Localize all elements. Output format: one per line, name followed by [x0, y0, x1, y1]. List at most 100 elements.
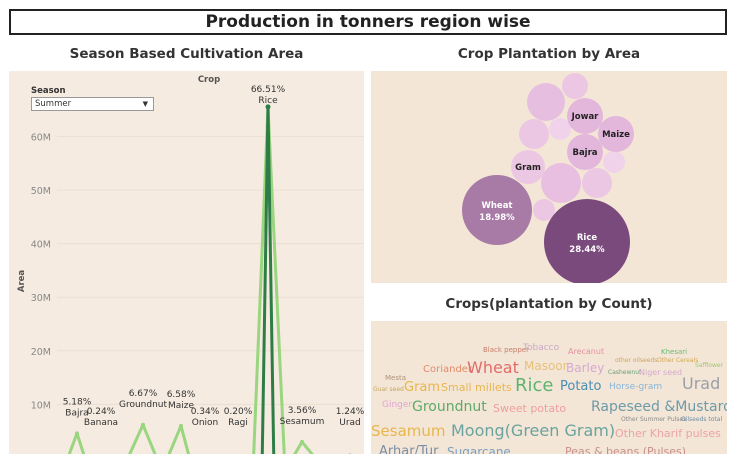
word-cloud-word[interactable]: Peas & beans (Pulses)	[565, 445, 687, 454]
chevron-down-icon: ▼	[142, 100, 148, 108]
word-cloud-word[interactable]: other oilseeds	[615, 357, 658, 364]
data-label-crop: Ragi	[228, 418, 248, 428]
word-cloud-word[interactable]: Guar seed	[373, 386, 404, 393]
crop-column-header: Crop	[198, 75, 220, 85]
bubble-wheat[interactable]	[462, 175, 532, 245]
data-label-pct: 66.51%	[251, 85, 286, 95]
word-cloud-word[interactable]: Arhar/Tur	[379, 444, 439, 454]
bubble-rice[interactable]	[544, 199, 630, 283]
data-point[interactable]	[75, 431, 79, 436]
word-cloud-word[interactable]: Cashewnut	[608, 369, 642, 376]
word-cloud-panel: Black pepper Tobacco Arecanut Khesari Corian…	[371, 321, 727, 454]
bubble-chart-title: Crop Plantation by Area	[457, 46, 641, 62]
data-label-crop: Maize	[168, 401, 195, 411]
word-cloud-word[interactable]: Moong(Green Gram)	[451, 421, 616, 440]
data-point[interactable]	[265, 104, 271, 110]
word-cloud-word[interactable]: Other Kharif pulses	[615, 427, 721, 440]
word-cloud-word[interactable]: Khesari	[661, 348, 688, 356]
bubble[interactable]	[582, 168, 612, 198]
bubble-value: 18.98%	[479, 213, 515, 223]
bubble[interactable]	[519, 119, 549, 149]
word-cloud-word[interactable]: Small millets	[441, 381, 512, 394]
bubble[interactable]	[527, 83, 565, 121]
season-line-chart[interactable]: Crop Area 10M 20M 30M 40M 50M 60M 5.18%Bajra0.24…	[9, 71, 364, 454]
data-label-crop: Rice	[258, 96, 278, 106]
word-cloud-word[interactable]: Black pepper	[483, 346, 529, 354]
y-tick-label: 30M	[31, 293, 51, 304]
word-cloud-word[interactable]: Barley	[566, 361, 605, 375]
rice-highlight-line	[260, 106, 276, 454]
data-label-crop: Sesamum	[280, 417, 325, 427]
word-cloud-word[interactable]: Masoor	[524, 359, 568, 373]
bubble[interactable]	[603, 151, 625, 173]
word-cloud-word[interactable]: Sugarcane	[447, 445, 511, 454]
data-label-pct: 0.34%	[191, 407, 220, 417]
y-axis-label: Area	[17, 270, 27, 293]
bubble-label: Maize	[602, 130, 630, 140]
word-cloud-word[interactable]: Rapeseed &Mustard	[591, 399, 727, 415]
season-chart-panel: Season Summer ▼ Crop Area 10M 20M 30M 40M 50M 6…	[9, 71, 364, 454]
bubble[interactable]	[533, 199, 555, 221]
bubble-maize[interactable]	[598, 116, 634, 152]
dashboard-title: Production in tonners region wise	[205, 12, 531, 32]
word-cloud-word[interactable]: Potato	[560, 379, 602, 394]
word-cloud-word[interactable]: Coriander	[423, 364, 473, 375]
word-cloud-word[interactable]: Wheat	[467, 358, 519, 377]
word-cloud-word[interactable]: Gram	[404, 380, 441, 395]
y-tick-label: 40M	[31, 240, 51, 251]
bubble-bajra[interactable]	[567, 134, 603, 170]
data-label-pct: 6.67%	[129, 389, 158, 399]
bubble-label: Wheat	[482, 201, 513, 211]
word-cloud-word[interactable]: Rice	[515, 375, 554, 396]
data-point[interactable]	[300, 439, 304, 444]
data-label-pct: 3.56%	[288, 406, 317, 416]
data-point[interactable]	[179, 423, 183, 428]
word-cloud-word[interactable]: Ginger	[382, 400, 413, 410]
season-filter-dropdown[interactable]: Summer ▼	[31, 97, 154, 111]
bubble-label: Rice	[577, 233, 597, 243]
bubble-label: Jowar	[571, 112, 600, 122]
bubble-label: Bajra	[572, 148, 597, 158]
data-label-crop: Onion	[192, 418, 219, 428]
word-cloud-word[interactable]: Groundnut	[412, 399, 487, 415]
data-label-pct: 6.58%	[167, 390, 196, 400]
bubble-label: Gram	[515, 163, 541, 173]
data-label-pct: 0.20%	[224, 407, 253, 417]
word-cloud-word[interactable]: Horse-gram	[609, 382, 663, 392]
bubble-jowar[interactable]	[567, 98, 603, 134]
dashboard-title-banner: Production in tonners region wise	[9, 9, 727, 35]
word-cloud-word[interactable]: Other Summer Pulses	[621, 416, 687, 423]
season-chart-title: Season Based Cultivation Area	[69, 46, 304, 62]
series-line	[67, 105, 351, 454]
bubble[interactable]	[541, 163, 581, 203]
data-label-crop: Urad	[339, 418, 361, 428]
data-label-crop: Banana	[84, 418, 118, 428]
bubble[interactable]	[562, 73, 588, 99]
word-cloud-word[interactable]: Urad	[682, 374, 721, 393]
word-cloud-word[interactable]: Oilseeds total	[681, 416, 723, 423]
bubble-value: 28.44%	[569, 245, 605, 255]
word-cloud-word[interactable]: Niger seed	[639, 368, 683, 377]
season-filter-value: Summer	[35, 99, 72, 109]
bubble-gram[interactable]	[511, 150, 545, 184]
word-cloud-word[interactable]: Sesamum	[371, 422, 446, 440]
data-label-crop: Groundnut	[119, 400, 168, 410]
data-label-pct: 5.18%	[63, 397, 92, 407]
data-point[interactable]	[141, 422, 145, 427]
data-label-pct: 1.24%	[336, 407, 364, 417]
bubble[interactable]	[549, 118, 571, 140]
word-cloud-word[interactable]: Arecanut	[568, 347, 605, 356]
word-cloud-word[interactable]: Safflower	[695, 362, 724, 369]
word-cloud-word[interactable]: Other Cereals	[657, 357, 699, 364]
data-label-crop: Bajra	[65, 408, 88, 418]
y-tick-label: 20M	[31, 347, 51, 358]
season-filter-label: Season	[31, 86, 66, 96]
word-cloud-word[interactable]: Mesta	[385, 374, 407, 382]
y-tick-label: 10M	[31, 400, 51, 411]
word-cloud-word[interactable]: Tobacco	[523, 343, 560, 353]
y-tick-label: 50M	[31, 186, 51, 197]
word-cloud-word[interactable]: Sweet potato	[493, 402, 567, 415]
bubble-chart-panel: Rice 28.44% Wheat 18.98% Jowar Maize Bajra Gram	[371, 71, 727, 283]
